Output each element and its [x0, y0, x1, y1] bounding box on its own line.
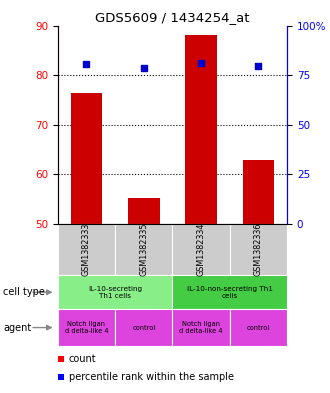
Bar [115, 224, 173, 275]
Point [141, 65, 147, 72]
Text: percentile rank within the sample: percentile rank within the sample [69, 373, 234, 382]
Bar [185, 35, 217, 224]
Text: IL-10-non-secreting Th1
cells: IL-10-non-secreting Th1 cells [187, 286, 273, 299]
Text: count: count [69, 354, 96, 364]
Point [84, 61, 89, 67]
Text: GSM1382333: GSM1382333 [82, 223, 91, 276]
Text: agent: agent [3, 323, 32, 332]
Bar [115, 309, 173, 346]
Bar [230, 309, 287, 346]
Bar [58, 224, 115, 275]
Point [198, 60, 204, 66]
Bar [173, 309, 230, 346]
Text: control: control [132, 325, 155, 331]
Text: GSM1382336: GSM1382336 [254, 223, 263, 276]
Bar [173, 275, 287, 309]
Text: Notch ligan
d delta-like 4: Notch ligan d delta-like 4 [179, 321, 223, 334]
Bar [71, 92, 102, 224]
Text: GSM1382334: GSM1382334 [197, 223, 206, 276]
Text: GSM1382335: GSM1382335 [139, 223, 148, 276]
Text: cell type: cell type [3, 287, 45, 297]
Text: IL-10-secreting
Th1 cells: IL-10-secreting Th1 cells [88, 286, 142, 299]
Bar [128, 198, 159, 224]
Bar [173, 224, 230, 275]
Bar [58, 309, 115, 346]
Bar [243, 160, 274, 224]
Title: GDS5609 / 1434254_at: GDS5609 / 1434254_at [95, 11, 250, 24]
Text: control: control [247, 325, 270, 331]
Bar [230, 224, 287, 275]
Point [256, 63, 261, 70]
Text: Notch ligan
d delta-like 4: Notch ligan d delta-like 4 [65, 321, 108, 334]
Bar [58, 275, 173, 309]
